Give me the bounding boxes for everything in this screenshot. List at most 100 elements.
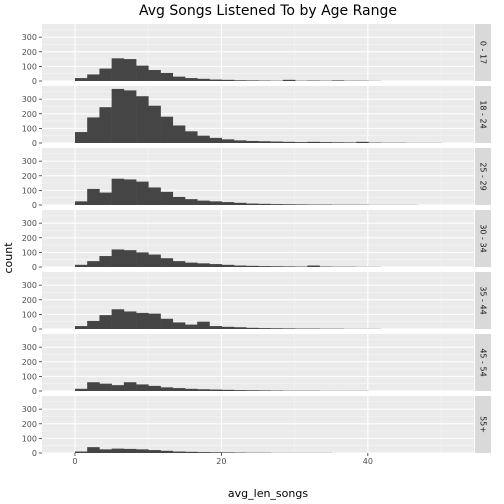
histogram-bar [136, 96, 149, 143]
histogram-bar [209, 389, 222, 391]
histogram-bar [74, 326, 88, 329]
y-tick-label: 0 [32, 449, 37, 458]
y-tick-label: 100 [22, 372, 37, 381]
histogram-bar [136, 312, 149, 329]
histogram-bar [87, 74, 100, 81]
y-tick-label: 100 [22, 124, 37, 133]
facet-panel: 0 100 200 300 35 - 44 [22, 272, 491, 334]
histogram-bar [148, 105, 161, 143]
histogram-bar [184, 131, 198, 143]
y-tick-label: 0 [32, 387, 37, 396]
histogram-bar [258, 203, 271, 205]
x-tick-label: 20 [216, 457, 226, 466]
facet-panel: 0 100 200 300 30 - 34 [22, 210, 491, 272]
histogram-bar [197, 200, 210, 205]
panel-background [42, 334, 474, 391]
y-tick-label: 200 [22, 358, 37, 367]
histogram-bar [160, 116, 174, 143]
histogram-bar [87, 188, 100, 205]
x-tick-label: 40 [363, 457, 373, 466]
histogram-bar [148, 385, 161, 391]
histogram-bar [160, 258, 174, 267]
histogram-bar [148, 187, 161, 205]
histogram-bar [197, 389, 210, 391]
histogram-bar [221, 79, 235, 81]
facet-strip [475, 210, 491, 267]
y-tick-label: 200 [22, 48, 37, 57]
facet-strip-label: 55+ [479, 416, 488, 433]
histogram-bar [184, 388, 198, 391]
histogram-bar [233, 265, 247, 267]
y-tick-label: 200 [22, 234, 37, 243]
histogram-bar [172, 196, 186, 205]
y-tick-label: 300 [22, 281, 37, 290]
histogram-bar [74, 201, 88, 205]
histogram-bar [221, 139, 235, 143]
y-tick-label: 0 [32, 77, 37, 86]
histogram-bar [246, 390, 259, 391]
histogram-bar [221, 264, 235, 267]
histogram-bar [160, 387, 174, 391]
y-tick-label: 300 [22, 33, 37, 42]
histogram-bar [246, 327, 259, 329]
histogram-bar [307, 141, 320, 143]
y-tick-label: 0 [32, 325, 37, 334]
histogram-bar [136, 252, 149, 267]
histogram-bar [160, 450, 174, 453]
histogram-bar [123, 59, 137, 81]
facet-panel: 0 100 200 300 0 - 17 [22, 24, 491, 86]
histogram-bar [246, 203, 259, 205]
histogram-bar [99, 68, 112, 81]
histogram-bar [87, 117, 100, 143]
histogram-bar [111, 58, 125, 81]
y-tick-label: 100 [22, 186, 37, 195]
histogram-bar [282, 266, 296, 267]
panel-background [42, 396, 474, 453]
histogram-bar [111, 309, 125, 329]
histogram-bar [99, 107, 112, 143]
histogram-bar [184, 324, 198, 329]
histogram-bar [172, 261, 186, 267]
histogram-bar [221, 202, 235, 205]
histogram-bar [197, 452, 210, 453]
histogram-bar [258, 390, 271, 391]
histogram-bar [172, 125, 186, 143]
histogram-bar [233, 202, 247, 205]
histogram-bar [270, 141, 284, 143]
facet-strip-label: 25 - 29 [479, 162, 488, 190]
facet-strip-label: 35 - 44 [479, 286, 488, 314]
histogram-bar [197, 263, 210, 267]
histogram-bar [221, 389, 235, 391]
facet-strip [475, 86, 491, 143]
histogram-bar [209, 137, 222, 143]
facet-panel: 0 100 200 300 55+ [22, 396, 491, 458]
histogram-bar [343, 142, 357, 143]
histogram-bar [319, 142, 333, 143]
x-tick-label: 0 [72, 457, 77, 466]
y-tick-label: 100 [22, 62, 37, 71]
x-axis: 0 20 40 [72, 453, 373, 466]
y-tick-label: 0 [32, 263, 37, 272]
y-tick-label: 300 [22, 157, 37, 166]
histogram-bar [172, 322, 186, 329]
histogram-bar [221, 326, 235, 329]
histogram-bar [184, 262, 198, 267]
histogram-bar [136, 449, 149, 453]
histogram-bar [233, 390, 247, 391]
histogram-bar [111, 385, 125, 391]
histogram-bar [111, 249, 125, 267]
facet-panel: 0 100 200 300 45 - 54 [22, 334, 491, 396]
facet-strip [475, 396, 491, 453]
y-tick-label: 200 [22, 420, 37, 429]
histogram-bar [123, 382, 137, 391]
histogram-bar [258, 266, 271, 267]
y-tick-label: 100 [22, 248, 37, 257]
histogram-bar [209, 326, 222, 329]
y-tick-label: 300 [22, 405, 37, 414]
histogram-bar [136, 384, 149, 391]
y-tick-label: 200 [22, 296, 37, 305]
histogram-bar [221, 452, 235, 453]
histogram-bar [331, 80, 345, 81]
histogram-bar [148, 450, 161, 453]
